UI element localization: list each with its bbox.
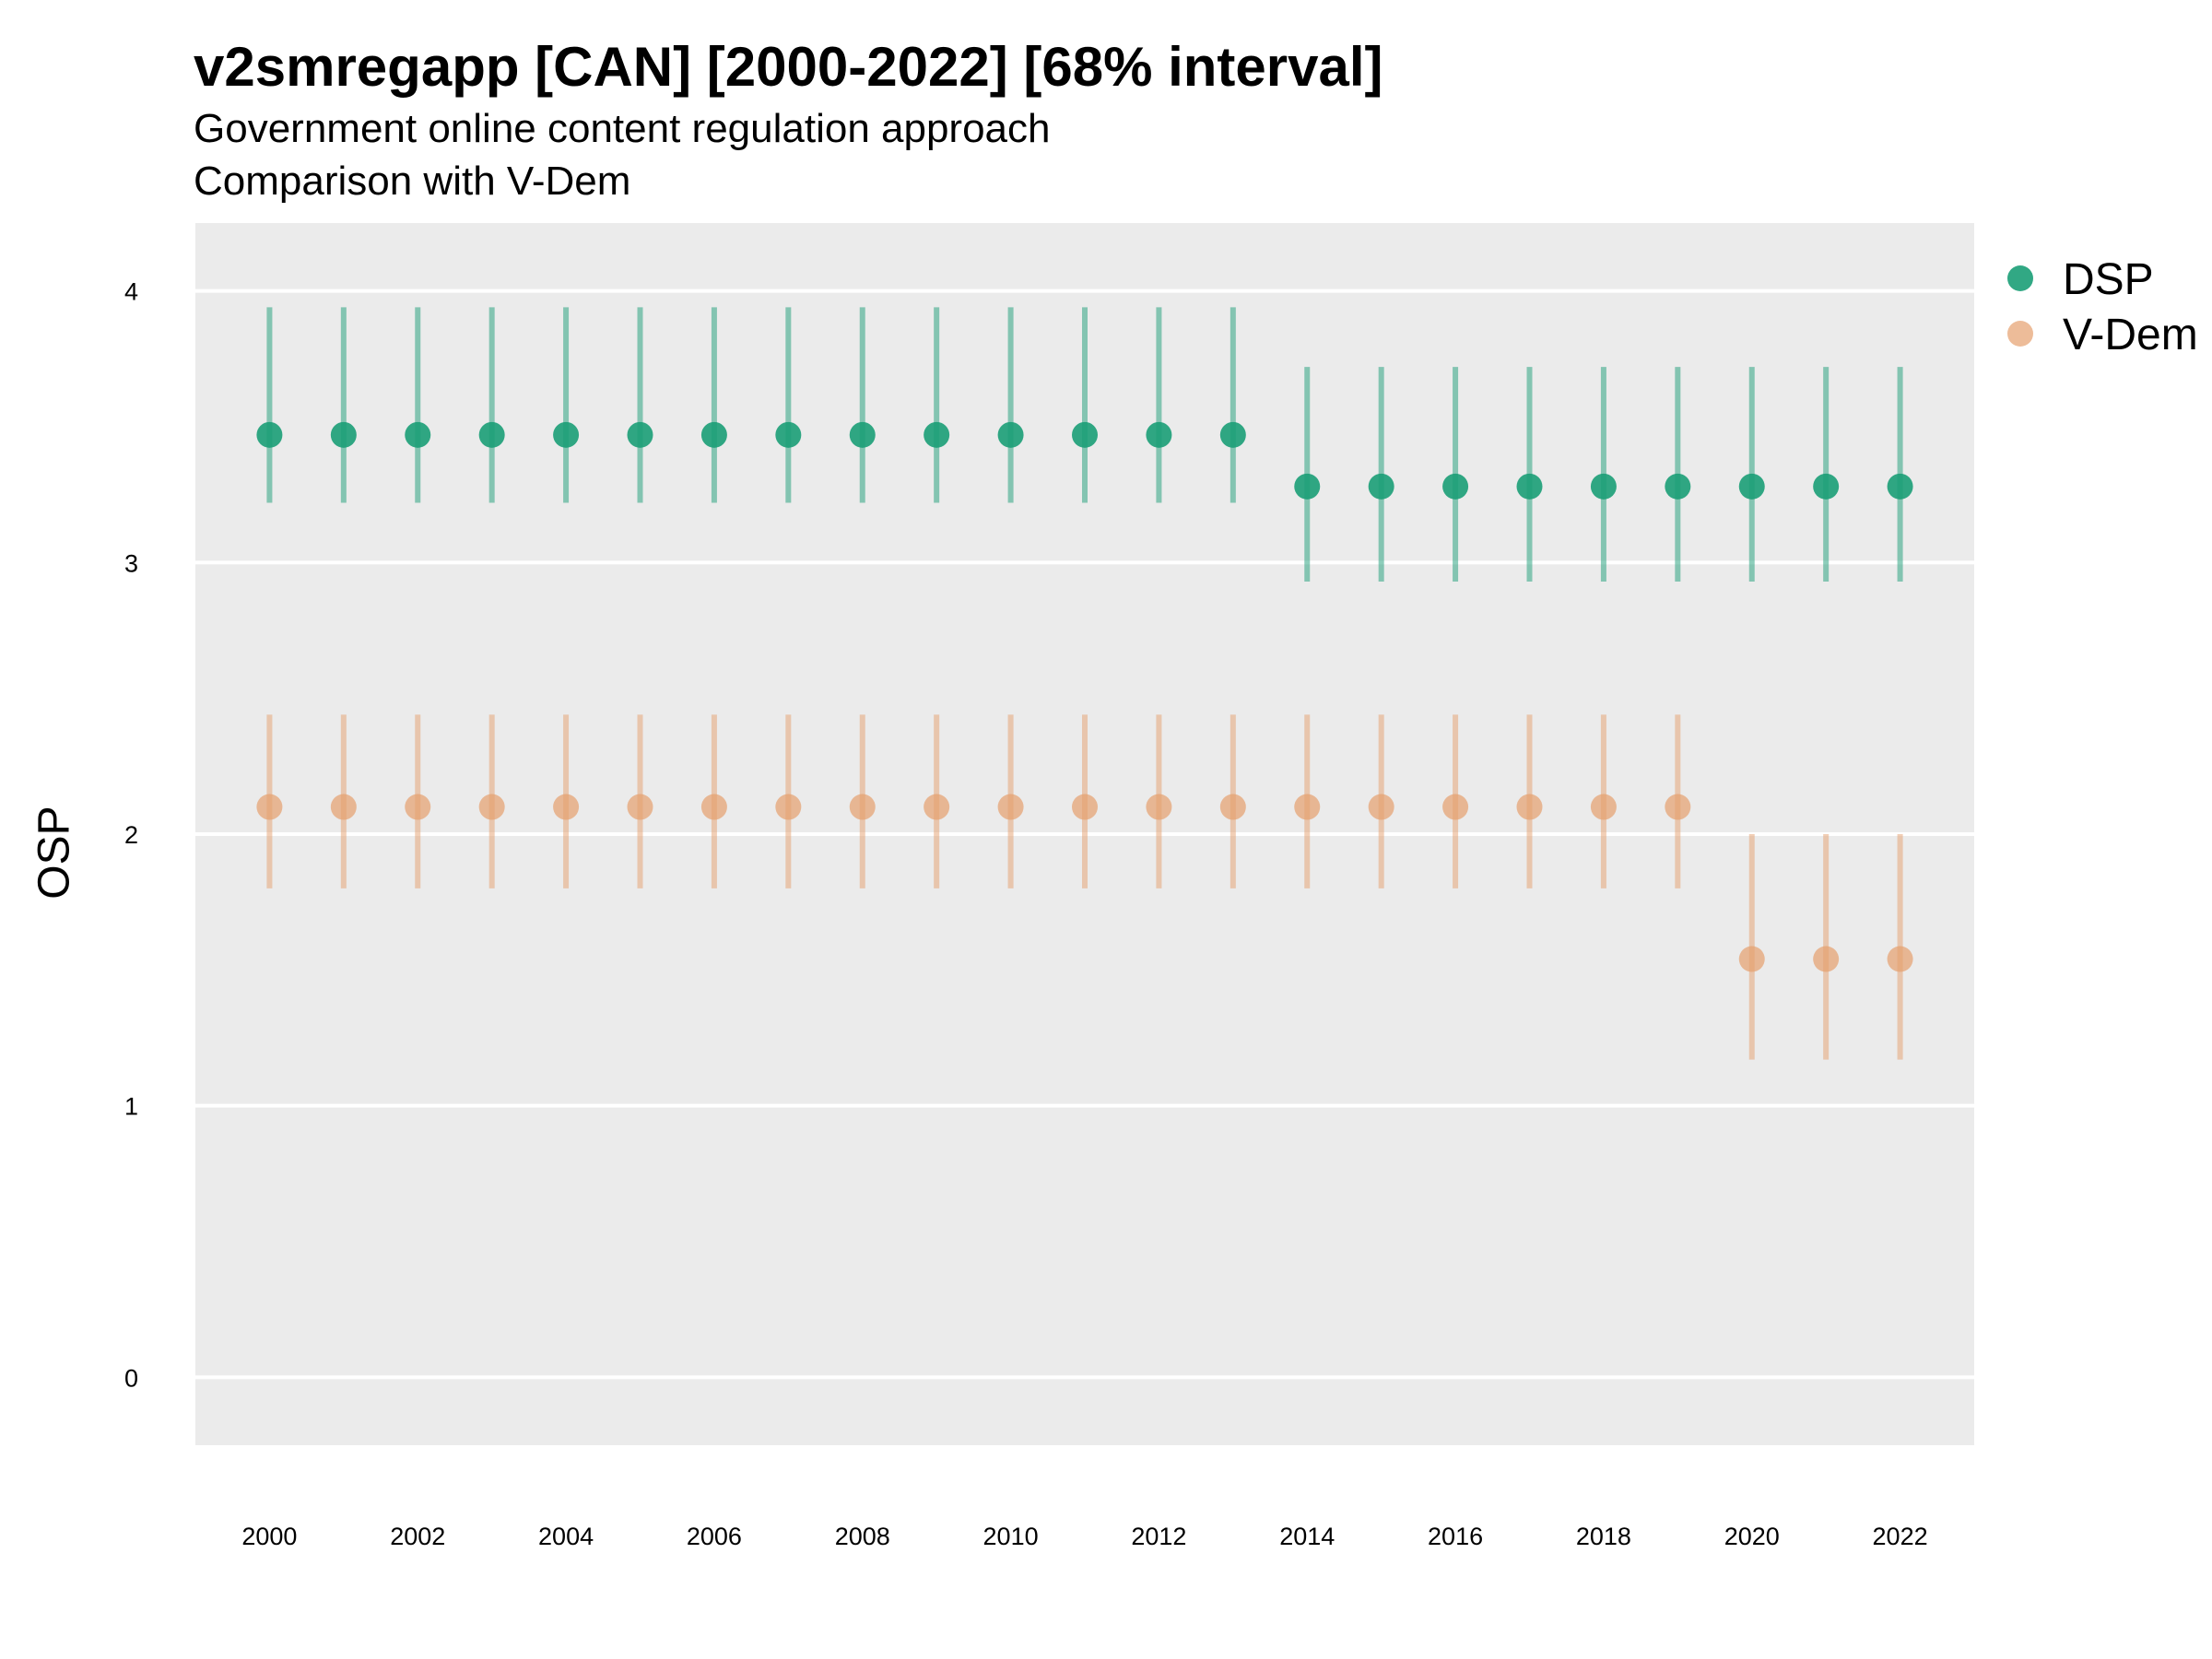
chart-subtitle-comparison: Comparison with V-Dem — [194, 159, 631, 204]
x-tick-label: 2006 — [687, 1523, 742, 1550]
data-point[interactable] — [997, 794, 1024, 820]
data-point[interactable] — [1813, 946, 1840, 972]
x-tick-label: 2000 — [241, 1523, 297, 1550]
x-tick-label: 2010 — [983, 1523, 1039, 1550]
data-point[interactable] — [627, 421, 653, 448]
y-tick-label: 0 — [124, 1364, 138, 1392]
data-point[interactable] — [553, 421, 580, 448]
legend-item: DSP — [2007, 255, 2154, 304]
data-series — [256, 307, 1913, 1060]
data-point[interactable] — [1072, 421, 1098, 448]
data-point[interactable] — [1887, 946, 1913, 972]
data-point[interactable] — [405, 794, 431, 820]
data-point[interactable] — [1294, 794, 1321, 820]
data-point[interactable] — [1442, 473, 1469, 500]
data-point[interactable] — [1516, 473, 1543, 500]
data-point[interactable] — [1146, 421, 1172, 448]
data-point[interactable] — [405, 421, 431, 448]
data-point[interactable] — [1590, 473, 1617, 500]
y-tick-label: 3 — [124, 549, 138, 577]
chart-title: v2smregapp [CAN] [2000-2022] [68% interv… — [194, 36, 1383, 98]
data-point[interactable] — [1738, 473, 1765, 500]
y-tick-label: 1 — [124, 1093, 138, 1121]
data-point[interactable] — [1072, 794, 1098, 820]
legend-label: V-Dem — [2063, 311, 2198, 359]
x-axis-ticks: 2000 2002 2004 2006 2008 2010 2012 2014 2016 2018… — [241, 1523, 1927, 1550]
data-point[interactable] — [330, 794, 357, 820]
data-point[interactable] — [1368, 794, 1394, 820]
data-point[interactable] — [700, 794, 727, 820]
series-v-dem — [256, 714, 1913, 1060]
data-point[interactable] — [478, 794, 505, 820]
data-point[interactable] — [1887, 473, 1913, 500]
x-tick-label: 2022 — [1873, 1523, 1928, 1550]
data-point[interactable] — [627, 794, 653, 820]
data-point[interactable] — [1368, 473, 1394, 500]
data-point[interactable] — [924, 421, 950, 448]
legend-item: V-Dem — [2007, 311, 2198, 359]
data-point[interactable] — [1146, 794, 1172, 820]
data-point[interactable] — [256, 794, 283, 820]
data-point[interactable] — [775, 794, 802, 820]
legend-label: DSP — [2063, 255, 2154, 304]
data-point[interactable] — [849, 421, 876, 448]
data-point[interactable] — [1665, 473, 1691, 500]
x-tick-label: 2016 — [1428, 1523, 1483, 1550]
data-point[interactable] — [1590, 794, 1617, 820]
legend-swatch — [2007, 265, 2033, 291]
data-point[interactable] — [1516, 794, 1543, 820]
y-tick-label: 2 — [124, 821, 138, 849]
data-point[interactable] — [775, 421, 802, 448]
data-point[interactable] — [256, 421, 283, 448]
x-tick-label: 2014 — [1279, 1523, 1335, 1550]
data-point[interactable] — [1738, 946, 1765, 972]
chart-subtitle: Government online content regulation app… — [194, 106, 1051, 151]
x-tick-label: 2002 — [390, 1523, 445, 1550]
data-point[interactable] — [478, 421, 505, 448]
x-tick-label: 2004 — [538, 1523, 594, 1550]
x-tick-label: 2018 — [1576, 1523, 1631, 1550]
x-tick-label: 2020 — [1724, 1523, 1780, 1550]
data-point[interactable] — [330, 421, 357, 448]
data-point[interactable] — [849, 794, 876, 820]
series-dsp — [256, 307, 1913, 582]
y-tick-label: 4 — [124, 278, 138, 306]
y-axis-label: OSP — [30, 806, 79, 899]
legend: DSP V-Dem — [2007, 255, 2198, 359]
x-tick-label: 2008 — [835, 1523, 890, 1550]
data-point[interactable] — [1665, 794, 1691, 820]
data-point[interactable] — [1813, 473, 1840, 500]
data-point[interactable] — [1442, 794, 1469, 820]
data-point[interactable] — [1294, 473, 1321, 500]
y-axis-ticks: 0 1 2 3 4 — [124, 278, 138, 1393]
data-point[interactable] — [1219, 794, 1246, 820]
data-point[interactable] — [924, 794, 950, 820]
legend-swatch — [2007, 321, 2033, 347]
data-point[interactable] — [553, 794, 580, 820]
x-tick-label: 2012 — [1131, 1523, 1186, 1550]
data-point[interactable] — [1219, 421, 1246, 448]
data-point[interactable] — [997, 421, 1024, 448]
data-point[interactable] — [700, 421, 727, 448]
